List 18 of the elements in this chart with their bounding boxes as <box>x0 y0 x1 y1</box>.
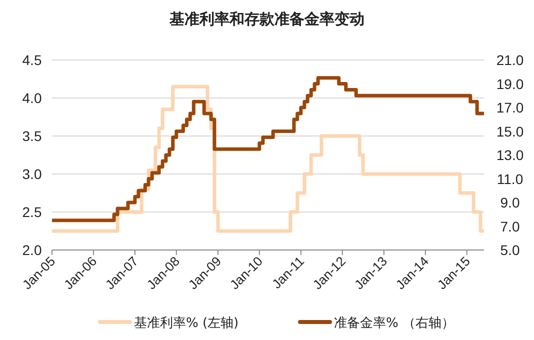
y-tick-label: 2.5 <box>22 204 42 220</box>
y2-tick-label: 19.0 <box>496 76 524 92</box>
y2-tick-label: 7.0 <box>500 218 520 234</box>
y-tick-label: 4.0 <box>22 90 42 106</box>
y-tick-label: 3.5 <box>22 128 42 144</box>
y-tick-label: 2.0 <box>22 242 42 258</box>
y2-tick-label: 13.0 <box>496 147 524 163</box>
y-tick-label: 3.0 <box>22 166 42 182</box>
y2-tick-label: 15.0 <box>496 123 524 140</box>
y-tick-label: 4.5 <box>22 52 42 68</box>
legend-label: 基准利率% (左轴) <box>134 315 239 331</box>
y2-tick-label: 21.0 <box>496 52 524 68</box>
chart-title: 基准利率和存款准备金率变动 <box>168 10 364 28</box>
legend-label: 准备金率% （右轴） <box>334 315 454 331</box>
y2-tick-label: 17.0 <box>496 100 524 116</box>
y2-tick-label: 9.0 <box>500 194 520 210</box>
y2-tick-label: 5.0 <box>500 242 520 258</box>
y2-tick-label: 11.0 <box>496 170 524 187</box>
